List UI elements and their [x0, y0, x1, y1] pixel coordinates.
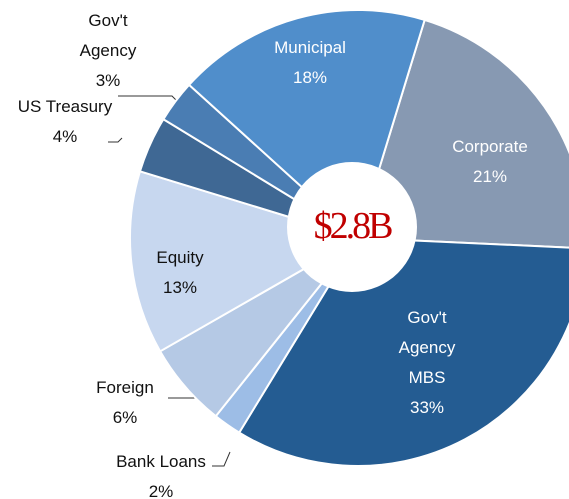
value-label: 18%: [292, 68, 328, 87]
category: Corporate: [452, 137, 528, 156]
value-label: 3%: [95, 71, 121, 90]
category: US Treasury: [17, 97, 113, 116]
slice-label: Equity 13%: [130, 243, 230, 303]
value-label: 13%: [162, 278, 198, 297]
category: Bank Loans: [116, 452, 206, 471]
donut-hole: [287, 162, 417, 292]
slice-label: Bank Loans 2%: [101, 447, 221, 499]
slice-label: Foreign 6%: [75, 373, 175, 433]
value-label: 2%: [148, 482, 174, 499]
slice-label: Gov't Agency MBS 33%: [382, 303, 472, 423]
leader-line: [212, 451, 231, 467]
value-label: 33%: [409, 398, 445, 417]
value-label: 6%: [112, 408, 138, 427]
slice-label: Corporate 21%: [430, 132, 550, 192]
value-label: 21%: [472, 167, 508, 186]
category: Gov't Agency MBS: [398, 308, 456, 387]
slice: [129, 170, 361, 353]
slice-label: Gov't Agency 3%: [63, 6, 153, 96]
category: Foreign: [96, 378, 154, 397]
category: Gov't Agency: [79, 11, 137, 60]
category: Equity: [156, 248, 204, 267]
slice: [237, 236, 569, 467]
slice-label: Municipal 18%: [250, 33, 370, 93]
center-label: $2.8B: [313, 205, 394, 247]
category: Municipal: [274, 38, 346, 57]
slice-label: US Treasury 4%: [10, 92, 120, 152]
slice: [356, 18, 569, 249]
value-label: 4%: [52, 127, 78, 146]
leader-line: [108, 137, 123, 143]
